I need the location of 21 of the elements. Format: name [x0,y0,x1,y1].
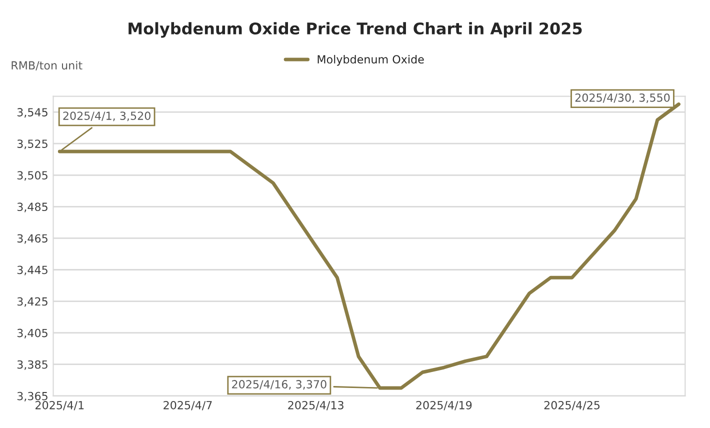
annotation: 2025/4/16, 3,370 [232,380,326,390]
y-tick-label: 3,505 [17,171,48,181]
y-tick-label: 3,385 [17,360,48,370]
y-tick-label: 3,425 [17,297,48,307]
x-tick-label: 2025/4/7 [164,400,212,410]
y-tick-label: 3,485 [17,202,48,212]
y-tick-label: 3,465 [17,234,48,244]
legend-label: Molybdenum Oxide [318,54,424,66]
annotation: 2025/4/30, 3,550 [575,93,670,103]
y-tick-label: 3,405 [17,328,48,338]
chart-title: Molybdenum Oxide Price Trend Chart in April 2025 [128,22,582,38]
x-tick-label: 2025/4/13 [288,400,344,410]
annotation: 2025/4/1, 3,520 [63,112,150,122]
x-tick-label: 2025/4/1 [36,400,84,410]
x-tick-label: 2025/4/25 [544,400,600,410]
y-tick-label: 3,545 [17,108,48,118]
y-tick-label: 3,445 [17,266,48,276]
y-tick-label: 3,365 [17,392,48,402]
y-axis-title: RMB/ton unit [12,60,82,70]
y-tick-label: 3,525 [17,140,48,150]
x-tick-label: 2025/4/19 [416,400,472,410]
